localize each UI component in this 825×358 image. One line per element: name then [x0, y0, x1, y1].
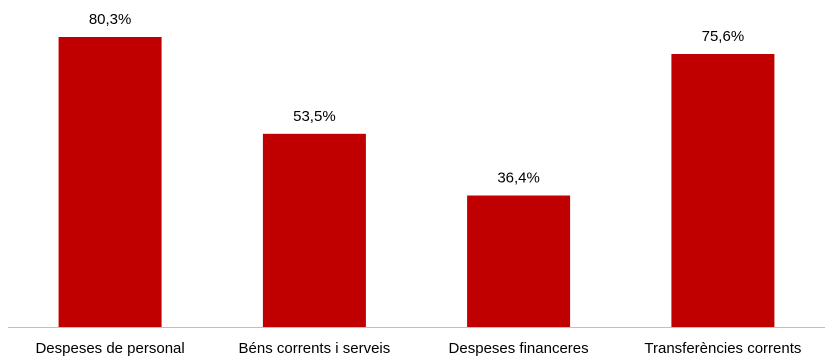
category-tick-label: Despeses financeres	[449, 340, 589, 357]
data-label: 36,4%	[497, 170, 540, 187]
bar	[58, 37, 162, 327]
data-label: 53,5%	[293, 108, 336, 125]
category-tick-label: Despeses de personal	[35, 340, 184, 357]
data-label: 80,3%	[89, 11, 132, 28]
category-labels-group: Despeses de personal Béns corrents i serv…	[35, 340, 801, 357]
data-label: 75,6%	[702, 28, 745, 45]
category-tick-label: Transferències corrents	[644, 340, 801, 357]
bar	[262, 133, 366, 327]
bars-group	[58, 37, 775, 327]
bar	[671, 54, 775, 327]
bar	[467, 195, 571, 327]
value-labels-group: 80,3% 53,5% 36,4% 75,6%	[89, 11, 744, 187]
category-tick-label: Béns corrents i serveis	[239, 340, 391, 357]
